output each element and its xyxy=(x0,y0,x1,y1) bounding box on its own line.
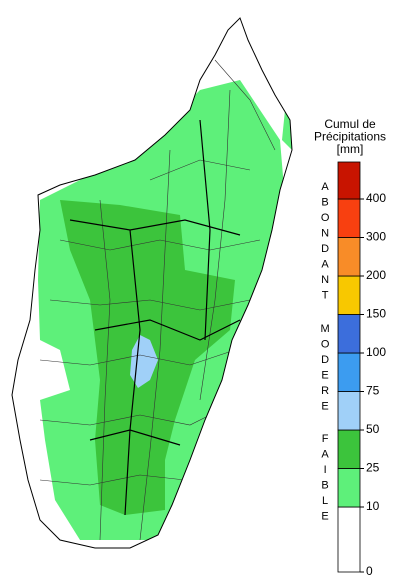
legend-swatch xyxy=(337,237,361,277)
legend-tick-label: 10 xyxy=(366,499,380,513)
legend-swatch xyxy=(337,429,361,469)
legend-title: Précipitations xyxy=(314,130,386,144)
legend-tick-label: 300 xyxy=(366,230,386,244)
legend-tick-label: 400 xyxy=(366,191,386,205)
legend-group: FAIBLE xyxy=(319,433,331,526)
legend-swatch xyxy=(337,506,361,573)
legend-tick-label: 150 xyxy=(366,307,386,321)
legend-group: ABONDANT xyxy=(319,181,331,305)
legend-tick-label: 75 xyxy=(366,384,380,398)
legend-tick-label: 100 xyxy=(366,345,386,359)
island-map xyxy=(11,17,293,549)
legend-swatch xyxy=(337,161,361,200)
legend-swatch xyxy=(337,275,361,315)
legend-tick-label: 50 xyxy=(366,422,380,436)
legend-title: Cumul de xyxy=(324,117,376,131)
legend-title: [mm] xyxy=(337,142,364,156)
legend-tick-label: 200 xyxy=(366,268,386,282)
legend-swatch xyxy=(337,198,361,238)
legend-group: MODERE xyxy=(319,323,331,416)
legend-swatch xyxy=(337,314,361,354)
legend-swatch xyxy=(337,468,361,508)
legend-swatch xyxy=(337,391,361,431)
legend-tick-label: 25 xyxy=(366,461,380,475)
legend-swatch xyxy=(337,352,361,392)
legend-tick-label: 0 xyxy=(366,564,373,576)
